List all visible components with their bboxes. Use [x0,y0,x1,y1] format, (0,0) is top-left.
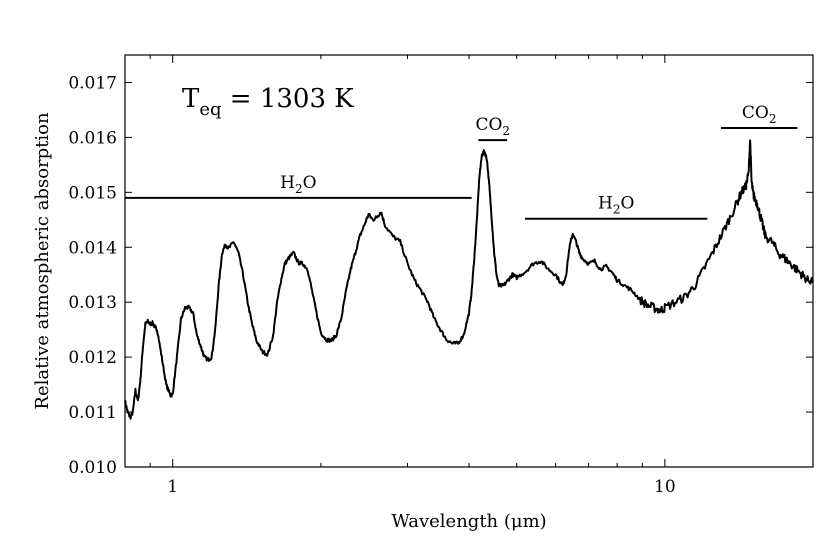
band-rest: O [620,194,634,214]
y-tick-label: 0.015 [68,183,117,203]
y-tick-label: 0.016 [68,128,117,148]
temperature-value: = 1303 K [222,84,355,114]
band-subscript: 2 [613,203,621,217]
x-axis-label: Wavelength (μm) [391,511,546,532]
y-tick-label: 0.011 [68,403,117,423]
band-rest: O [303,173,317,193]
band-label: CO2 [742,103,777,126]
temperature-prefix: T [182,84,200,114]
y-tick-label: 0.017 [68,73,117,93]
y-axis-label: Relative atmospheric absorption [32,112,53,410]
y-tick-label: 0.014 [68,238,117,258]
band-label: H2O [598,194,634,217]
temperature-subscript: eq [199,99,221,120]
band-molecule: CO [475,115,502,135]
x-tick-label: 1 [167,477,178,497]
band-subscript: 2 [295,182,303,196]
band-label: CO2 [475,115,510,138]
band-subscript: 2 [769,112,777,126]
y-tick-label: 0.010 [68,458,117,478]
tick-labels-layer: 0.010 0.011 0.012 0.013 0.014 0.015 0.016 0.017… [68,73,675,497]
band-subscript: 2 [502,124,510,138]
spectrum-line [124,139,814,420]
plot-frame [124,54,814,468]
band-molecule: CO [742,103,769,123]
y-tick-label: 0.012 [68,348,117,368]
ticks-layer [124,55,814,468]
band-molecule: H [598,194,613,214]
x-tick-label: 10 [654,477,676,497]
band-label: H2O [280,173,316,196]
y-tick-label: 0.013 [68,293,117,313]
band-molecule: H [280,173,295,193]
temperature-label: Teq = 1303 K [182,84,354,120]
